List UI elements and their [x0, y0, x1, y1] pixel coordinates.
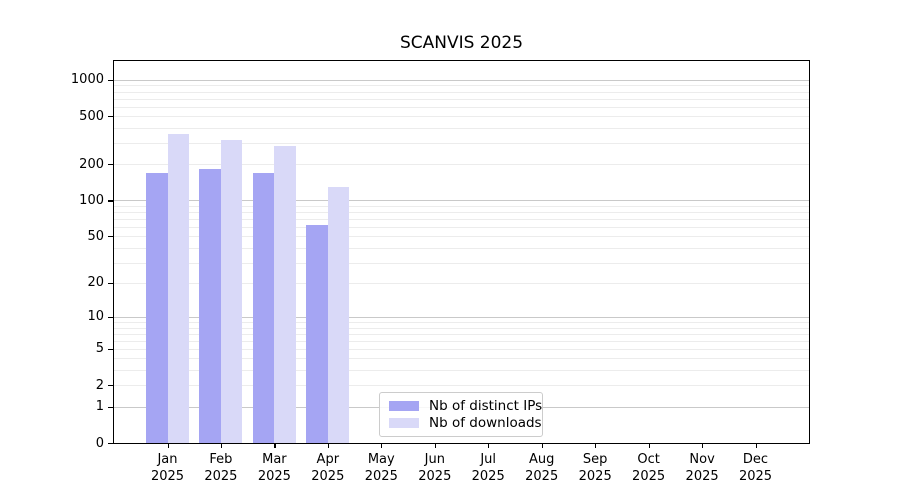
- gridline-minor-500: [114, 116, 809, 118]
- gridline-minor-40: [114, 247, 809, 249]
- x-tick-jun: [434, 444, 436, 448]
- x-tick-may: [381, 444, 383, 448]
- bar-downloads-jan: [167, 134, 189, 443]
- gridline-minor-800: [114, 91, 809, 93]
- x-tick-label-aug: Aug 2025: [525, 452, 559, 484]
- legend-label-distinct-ips: Nb of distinct IPs: [429, 398, 543, 415]
- legend-item-downloads: Nb of downloads: [389, 415, 542, 431]
- gridline-minor-3: [114, 370, 809, 372]
- gridline-minor-30: [114, 262, 809, 264]
- bar-downloads-mar: [274, 145, 296, 443]
- gridline-minor-20: [114, 282, 809, 284]
- x-tick-label-sep: Sep 2025: [578, 452, 612, 484]
- gridline-minor-80: [114, 212, 809, 213]
- y-tick-label-50: 50: [87, 228, 104, 244]
- y-tick-label-20: 20: [87, 275, 104, 291]
- bar-downloads-feb: [220, 139, 243, 443]
- gridline-minor-9: [114, 321, 809, 323]
- gridline-minor-60: [114, 226, 809, 228]
- legend-label-downloads: Nb of downloads: [429, 414, 542, 431]
- x-tick-label-oct: Oct 2025: [632, 452, 666, 484]
- y-tick-label-10: 10: [87, 309, 104, 325]
- gridline-minor-200: [114, 164, 809, 166]
- y-tick-2: [108, 385, 113, 387]
- y-tick-50: [108, 236, 113, 238]
- x-tick-label-jul: Jul 2025: [471, 452, 505, 484]
- gridline-minor-90: [114, 205, 809, 207]
- legend-item-distinct-ips: Nb of distinct IPs: [389, 398, 542, 414]
- x-tick-label-jan: Jan 2025: [150, 452, 185, 484]
- y-tick-label-100: 100: [79, 192, 104, 208]
- y-tick-200: [108, 164, 113, 166]
- x-tick-dec: [755, 444, 757, 448]
- gridline-minor-50: [114, 236, 809, 238]
- x-tick-jul: [488, 444, 490, 448]
- gridline-minor-600: [114, 106, 809, 108]
- gridline-major-10: [114, 316, 809, 318]
- gridline-minor-700: [114, 98, 809, 100]
- gridline-minor-2: [114, 385, 809, 387]
- x-tick-label-mar: Mar 2025: [257, 452, 291, 484]
- x-tick-label-jun: Jun 2025: [418, 452, 452, 484]
- y-tick-100: [108, 200, 113, 202]
- x-tick-label-feb: Feb 2025: [204, 452, 238, 484]
- x-tick-label-may: May 2025: [364, 452, 398, 484]
- chart-title: SCANVIS 2025: [399, 33, 524, 53]
- y-tick-label-2: 2: [95, 377, 104, 393]
- y-tick-10: [108, 316, 113, 319]
- x-tick-oct: [648, 444, 650, 448]
- legend-swatch-downloads: [389, 417, 419, 428]
- bar-ips-jan: [146, 172, 168, 443]
- y-tick-label-5: 5: [95, 341, 104, 357]
- gridline-major-1000: [114, 79, 809, 81]
- gridline-minor-400: [114, 127, 809, 129]
- x-tick-sep: [595, 444, 597, 448]
- y-tick-20: [108, 282, 113, 285]
- x-tick-aug: [541, 444, 543, 448]
- x-tick-apr: [327, 444, 329, 448]
- bar-ips-apr: [306, 225, 328, 443]
- x-tick-nov: [702, 444, 704, 448]
- gridline-major-100: [114, 200, 809, 202]
- gridline-minor-900: [114, 85, 809, 87]
- y-tick-label-0: 0: [95, 435, 104, 451]
- gridline-minor-300: [114, 143, 809, 144]
- y-tick-0: [108, 443, 113, 445]
- y-tick-1: [108, 406, 113, 408]
- gridline-minor-4: [114, 358, 809, 360]
- x-tick-label-apr: Apr 2025: [311, 452, 345, 484]
- gridline-minor-70: [114, 218, 809, 220]
- y-tick-500: [108, 116, 113, 118]
- gridline-minor-6: [114, 340, 809, 342]
- gridline-minor-5: [114, 348, 809, 350]
- x-tick-feb: [220, 444, 223, 448]
- plot-area: [113, 60, 810, 444]
- y-tick-label-1000: 1000: [70, 72, 104, 88]
- bar-downloads-apr: [327, 186, 350, 443]
- y-tick-label-200: 200: [79, 156, 104, 172]
- y-tick-1000: [108, 79, 113, 81]
- gridline-minor-7: [114, 333, 809, 335]
- x-tick-label-dec: Dec 2025: [738, 452, 773, 484]
- x-tick-label-nov: Nov 2025: [685, 452, 719, 484]
- y-tick-5: [108, 348, 113, 350]
- y-tick-label-1: 1: [95, 399, 104, 415]
- legend-swatch-distinct-ips: [389, 401, 419, 412]
- gridline-minor-8: [114, 327, 809, 329]
- bar-ips-feb: [199, 169, 221, 443]
- x-tick-mar: [274, 444, 276, 448]
- y-tick-label-500: 500: [79, 108, 104, 124]
- x-tick-jan: [167, 444, 169, 448]
- legend: Nb of distinct IPs Nb of downloads: [379, 392, 543, 437]
- bar-ips-mar: [252, 173, 275, 443]
